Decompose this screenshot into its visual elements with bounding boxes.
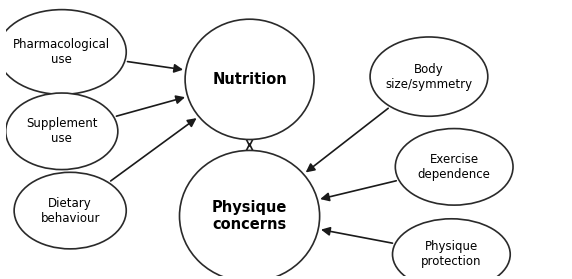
Text: Nutrition: Nutrition [212, 72, 287, 87]
Ellipse shape [180, 150, 320, 279]
Text: Pharmacological
use: Pharmacological use [13, 38, 110, 66]
Ellipse shape [6, 93, 118, 170]
Text: Dietary
behaviour: Dietary behaviour [41, 197, 100, 225]
Ellipse shape [185, 19, 314, 140]
Text: Body
size/symmetry: Body size/symmetry [386, 62, 472, 91]
Text: Exercise
dependence: Exercise dependence [418, 153, 491, 181]
Ellipse shape [392, 219, 510, 279]
Text: Supplement
use: Supplement use [26, 117, 97, 145]
Ellipse shape [0, 10, 126, 94]
Ellipse shape [370, 37, 488, 116]
Ellipse shape [14, 172, 126, 249]
Ellipse shape [395, 129, 513, 205]
Text: Physique
concerns: Physique concerns [212, 200, 287, 232]
Text: Physique
protection: Physique protection [421, 240, 482, 268]
